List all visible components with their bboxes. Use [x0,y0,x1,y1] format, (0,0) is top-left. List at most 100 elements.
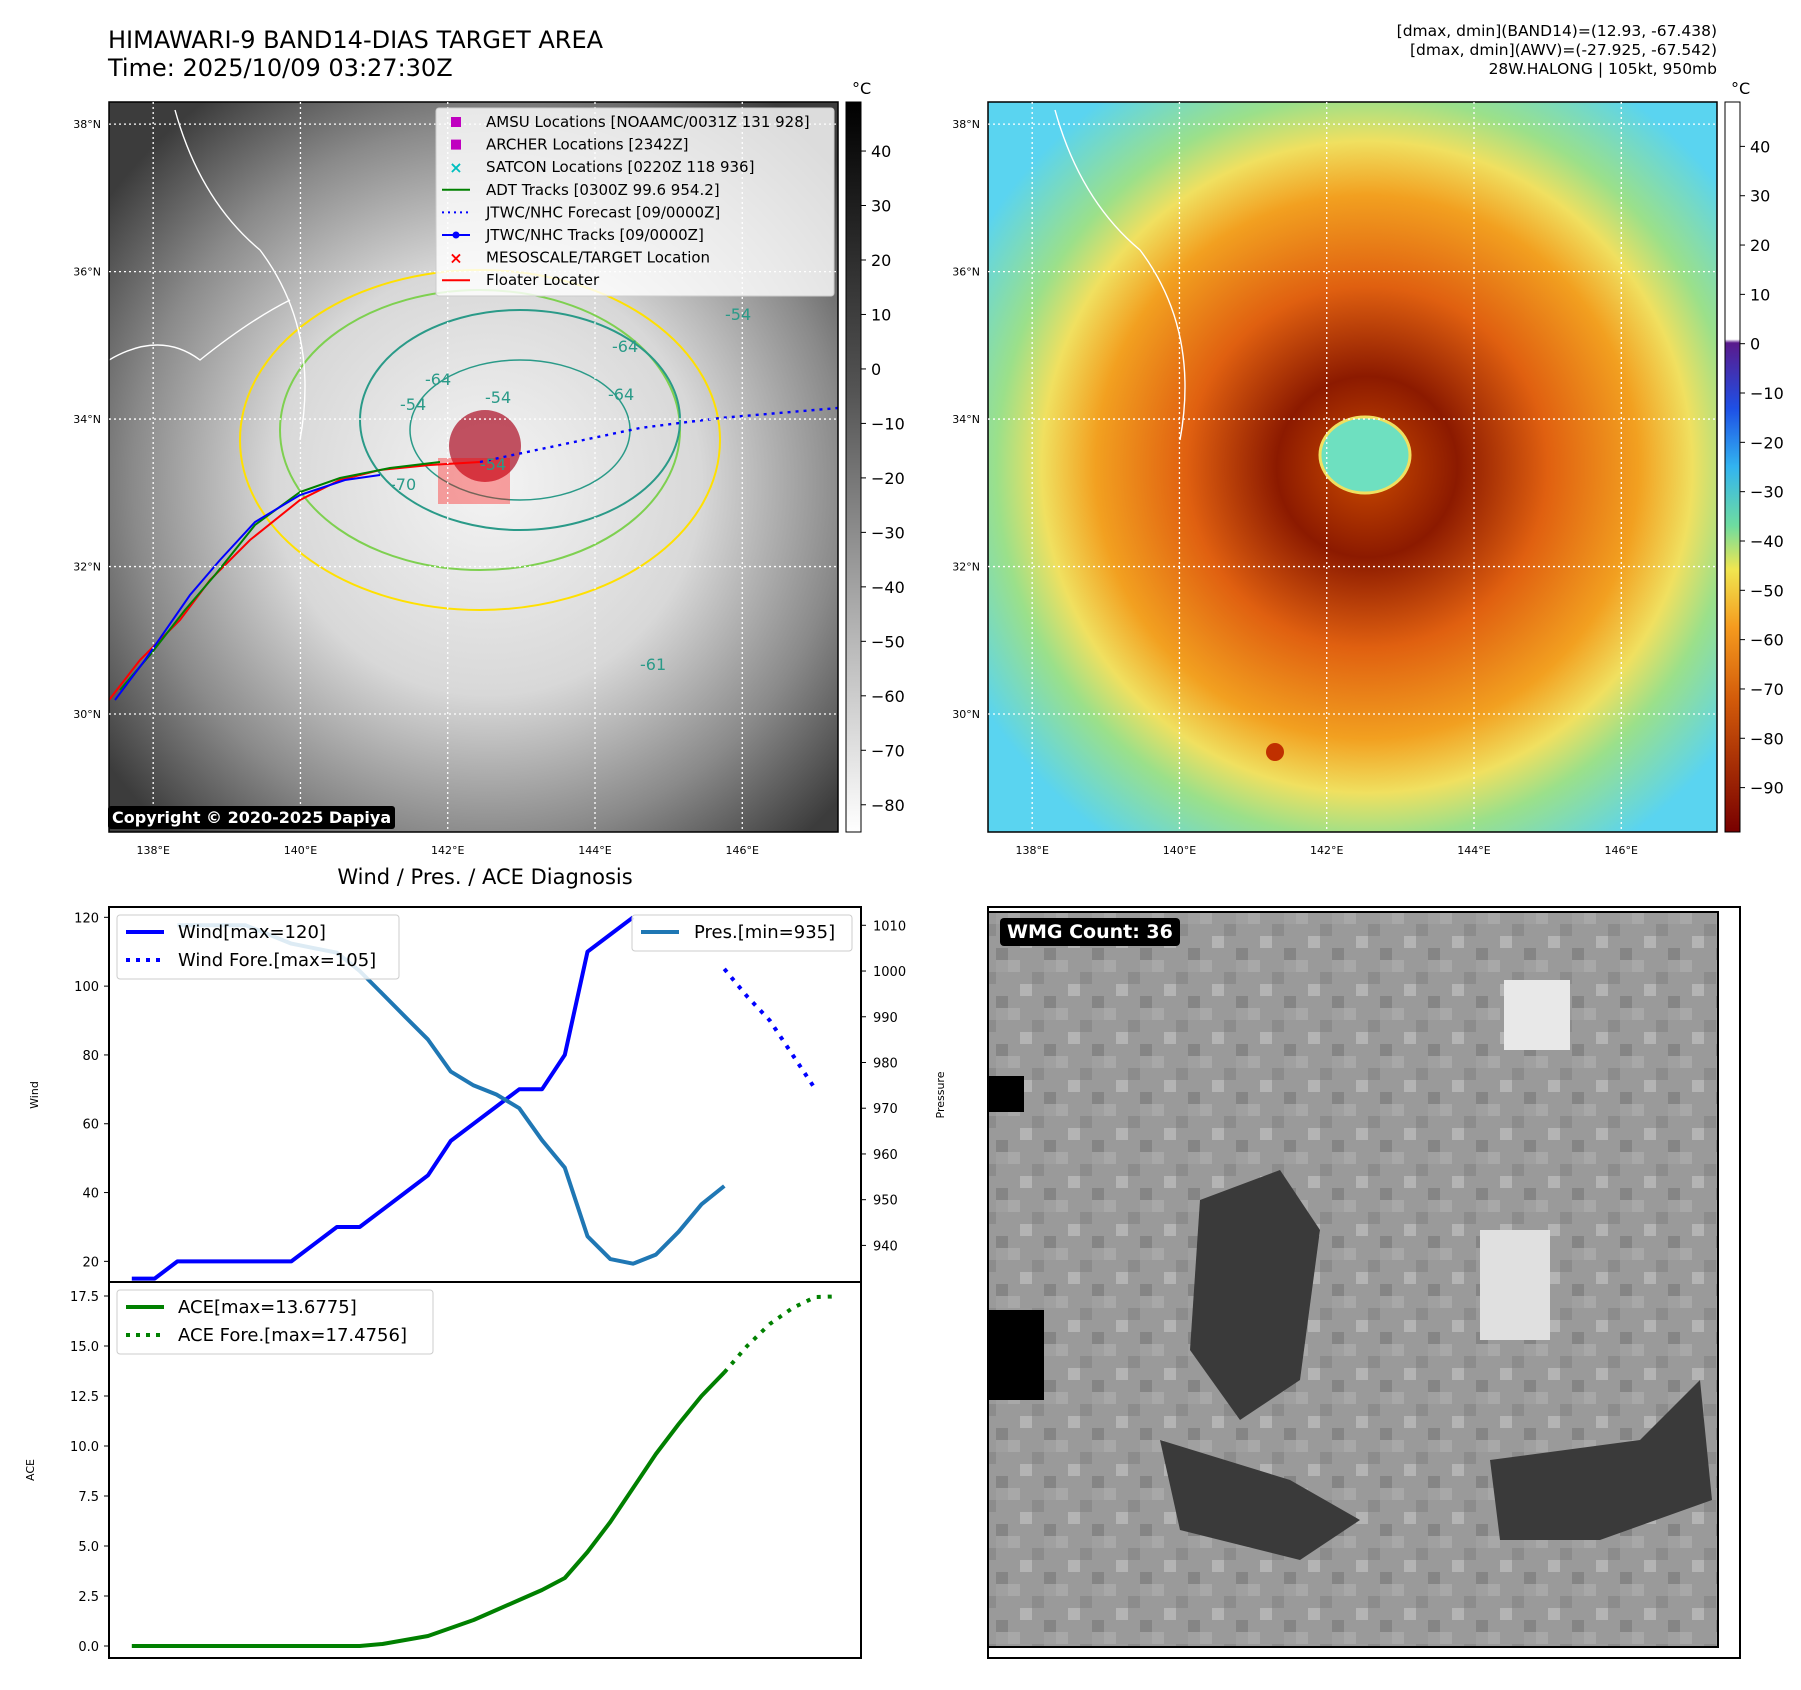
lon-tick-label: 146°E [726,844,759,857]
wind-pressure-chart: Wind Pressure 20 40 60 80 100 120 940 950 960 97… [28,906,947,1283]
contour-label: -61 [640,655,666,674]
info-line-3: 28W.HALONG | 105kt, 950mb [1488,60,1717,78]
y-tick-right-label: 960 [873,1148,898,1163]
wmg-black-cell [988,1310,1044,1400]
wind-fore-legend-label: Wind Fore.[max=105] [178,950,376,971]
y-tick-label: 0.0 [78,1640,99,1655]
storm-info: [dmax, dmin](BAND14)=(12.93, -67.438) [d… [1397,22,1717,79]
y-tick-label: 12.5 [70,1390,99,1405]
y-tick-label: 2.5 [78,1590,99,1605]
pressure-legend: Pres.[min=935] [631,914,853,952]
jtwc-track [114,474,381,701]
colorbar-tick-label: −30 [1750,483,1784,502]
lat-tick-label: 36°N [73,266,101,279]
wmg-image-border [987,911,1719,1648]
legend-marker-dot [452,231,460,239]
colorbar-tick-label: 0 [1750,335,1760,354]
lon-tick-label: 140°E [284,844,317,857]
ace-legend-label: ACE[max=13.6775] [178,1297,357,1318]
left-map-frame [108,101,839,833]
diagnosis-title: Wind / Pres. / ACE Diagnosis [337,865,633,889]
colorbar-tick-label: −10 [1750,384,1784,403]
y-tick-right-label: 970 [873,1102,898,1117]
figure-title: HIMAWARI-9 BAND14-DIAS TARGET AREA Time:… [108,26,603,82]
coastline-right [1054,109,1186,441]
left-map-lat-labels: 38°N 36°N 34°N 32°N 30°N [73,118,101,721]
info-line-2: [dmax, dmin](AWV)=(-27.925, -67.542) [1410,41,1717,59]
legend-marker [451,117,461,127]
target-eye-marker [449,410,521,482]
coastline [174,109,306,441]
colorbar-tick-label: −70 [871,741,905,760]
contour-label: -64 [425,370,451,389]
legend-label: MESOSCALE/TARGET Location [486,249,710,267]
contour-labels: -54 -64 -64 -64 -54 -54 -61 -70 -54 [390,305,751,674]
y-tick-label: 100 [74,980,99,995]
wind-y-ticks: 20 40 60 80 100 120 [74,911,109,1270]
y-tick-right-label: 980 [873,1056,898,1071]
colorbar-tick-label: 20 [871,251,891,270]
left-colorbar-unit: °C [852,79,871,98]
legend-marker: × [449,158,462,177]
lon-tick-label: 144°E [1457,844,1490,857]
lat-tick-label: 36°N [952,266,980,279]
legend-label: JTWC/NHC Forecast [09/0000Z] [485,203,720,221]
right-colorbar-gradient [1724,101,1741,833]
colorbar-tick-label: −80 [1750,729,1784,748]
legend-marker: × [449,249,462,268]
legend-label: Floater Locater [486,271,600,289]
coastline-south [109,299,291,361]
legend-box [435,107,835,297]
lon-tick-label: 146°E [1605,844,1638,857]
contour-label: -64 [608,385,634,404]
lat-tick-label: 34°N [952,413,980,426]
wind-legend-label: Wind[max=120] [178,922,326,943]
right-colorbar: °C 40 30 20 10 0 −10 −20 −30 −40 −50 −60 −70 −80 −90 [1724,79,1784,833]
lat-tick-label: 38°N [73,118,101,131]
colorbar-tick-label: −40 [1750,532,1784,551]
lon-tick-label: 142°E [1310,844,1343,857]
colorbar-tick-label: 0 [871,360,881,379]
wind-legend-box [116,914,400,980]
colorbar-tick-label: 10 [1750,285,1770,304]
series-line [722,1294,839,1374]
y-tick-label: 7.5 [78,1490,99,1505]
pressure-y-ticks: 940 950 960 970 980 990 1000 1010 [861,919,906,1254]
map-legend: AMSU Locations [NOAAMC/0031Z 131 928] ARC… [435,107,835,297]
lat-tick-label: 30°N [73,708,101,721]
y-tick-label: 60 [82,1118,99,1133]
pressure-axis-label: Pressure [934,1071,947,1118]
contour-label: -54 [725,305,751,324]
wmg-white-cell [1504,980,1570,1050]
y-tick-label: 40 [82,1187,99,1202]
y-tick-label: 5.0 [78,1540,99,1555]
colorbar-tick-label: −70 [1750,680,1784,699]
series-line [722,967,818,1091]
wind-axis-label: Wind [28,1081,41,1109]
y-tick-label: 20 [82,1255,99,1270]
info-line-1: [dmax, dmin](BAND14)=(12.93, -67.438) [1396,22,1717,40]
y-tick-right-label: 950 [873,1194,898,1209]
lat-tick-label: 38°N [952,118,980,131]
lon-tick-label: 144°E [578,844,611,857]
colorbar-tick-label: −80 [871,796,905,815]
contour-label: -64 [612,337,638,356]
wmg-count-badge: WMG Count: 36 [1000,918,1180,946]
right-map-lon-labels: 138°E 140°E 142°E 144°E 146°E [1015,844,1638,857]
colorbar-tick-label: 10 [871,305,891,324]
legend-label: SATCON Locations [0220Z 118 936] [486,158,754,176]
floater-box [438,458,510,504]
legend-label: AMSU Locations [NOAAMC/0031Z 131 928] [486,113,810,131]
legend-label: ARCHER Locations [2342Z] [486,136,689,154]
right-colorbar-unit: °C [1731,79,1750,98]
legend-items: AMSU Locations [NOAAMC/0031Z 131 928] ARC… [442,113,810,289]
y-tick-right-label: 940 [873,1239,898,1254]
contour-label: -54 [400,395,426,414]
adt-track [119,461,441,691]
lon-tick-label: 142°E [431,844,464,857]
colorbar-tick-label: 40 [1750,137,1770,156]
lat-tick-label: 34°N [73,413,101,426]
pressure-legend-box [631,914,853,952]
title-line-2: Time: 2025/10/09 03:27:30Z [108,54,453,82]
